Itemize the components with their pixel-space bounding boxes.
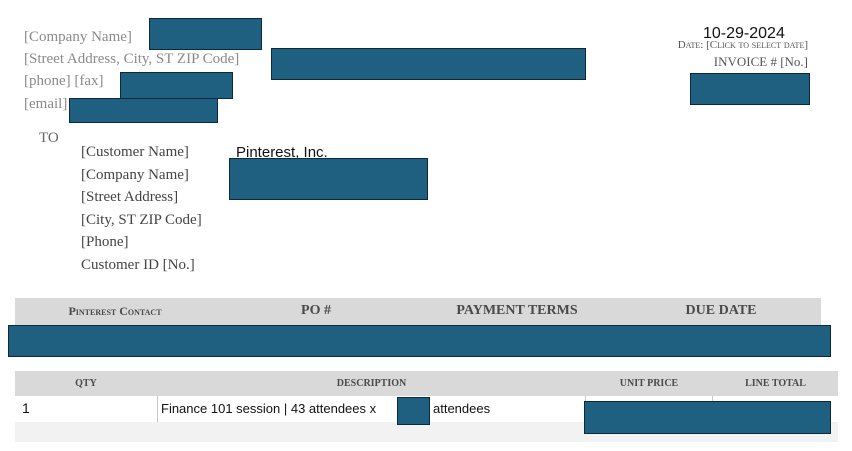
to-customer-id: Customer ID [No.] — [81, 257, 195, 273]
redaction-box — [8, 325, 831, 357]
sender-email: [email] — [24, 96, 68, 112]
to-customer-name: [Customer Name] — [81, 144, 189, 160]
header-line-total: LINE TOTAL — [745, 378, 806, 389]
redaction-box — [584, 401, 831, 434]
row-qty[interactable]: 1 — [22, 400, 30, 416]
redaction-box — [69, 98, 218, 123]
to-city: [City, ST ZIP Code] — [81, 211, 202, 228]
redaction-box — [149, 18, 262, 50]
row-description-after[interactable]: attendees — [433, 401, 491, 416]
to-street: [Street Address] — [81, 189, 179, 206]
invoice-date-label[interactable]: Date: [Click to select date] — [677, 39, 808, 51]
redaction-box — [229, 158, 428, 200]
invoice-number-label: INVOICE # [No.] — [713, 54, 808, 69]
invoice-date-value: 10-29-2024 — [703, 25, 785, 42]
redaction-box — [120, 72, 233, 99]
header-description: DESCRIPTION — [336, 378, 407, 389]
to-phone: [Phone] — [81, 234, 129, 251]
header-unit-price: UNIT PRICE — [619, 378, 679, 389]
info-header-bar: Pinterest Contact PO # PAYMENT TERMS DUE… — [15, 298, 821, 325]
sender-phone-fax: [phone] [fax] — [24, 73, 104, 89]
line-header-bar: QTY DESCRIPTION UNIT PRICE LINE TOTAL — [15, 371, 838, 396]
to-label: TO — [39, 130, 59, 146]
header-due-date: DUE DATE — [685, 303, 757, 318]
redaction-box — [397, 397, 430, 425]
header-payment-terms: PAYMENT TERMS — [456, 303, 578, 318]
filled-customer-name: Pinterest, Inc. — [236, 144, 328, 161]
row-description-before[interactable]: Finance 101 session | 43 attendees x — [161, 401, 377, 416]
sender-street: [Street Address, City, ST ZIP Code] — [24, 51, 240, 67]
header-qty: QTY — [75, 378, 97, 389]
column-divider — [157, 396, 158, 436]
redaction-box — [271, 48, 586, 80]
header-po: PO # — [301, 303, 331, 318]
sender-company: [Company Name] — [24, 29, 132, 45]
redaction-box — [690, 73, 810, 105]
header-pinterest-contact: Pinterest Contact — [68, 304, 162, 318]
to-company-name: [Company Name] — [81, 166, 189, 183]
